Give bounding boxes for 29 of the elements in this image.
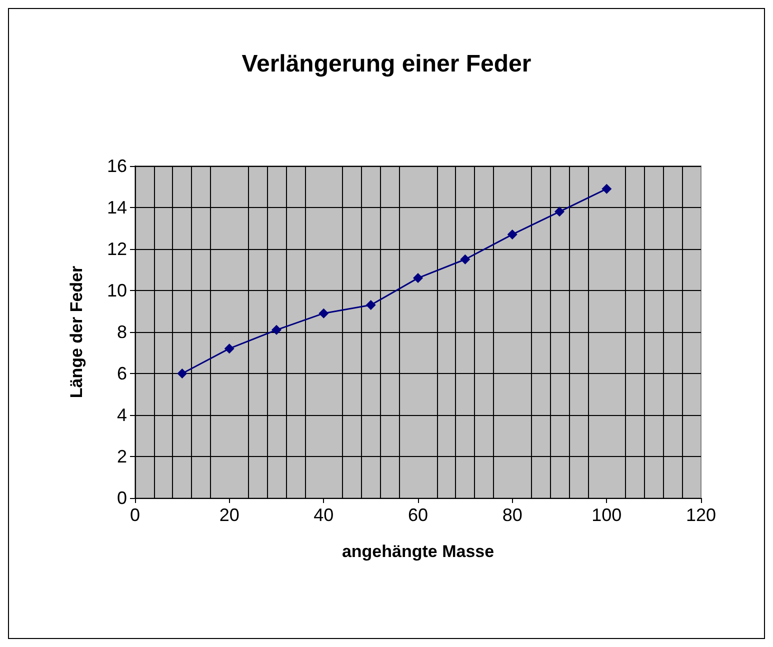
- point: [460, 254, 470, 264]
- y-tick-label: 12: [106, 239, 127, 259]
- point: [413, 273, 423, 284]
- point: [366, 300, 376, 310]
- x-tick-label: 100: [592, 505, 622, 525]
- point: [224, 344, 234, 354]
- y-tick-label: 4: [116, 405, 127, 425]
- y-tick-label: 14: [106, 198, 127, 218]
- y-tick-label: 6: [116, 364, 127, 384]
- x-tick-label: 120: [686, 505, 716, 525]
- y-tick-label: 2: [116, 446, 127, 466]
- y-tick-label: 10: [106, 280, 127, 300]
- x-axis-title: angehängte Masse: [342, 542, 494, 561]
- point: [507, 229, 518, 240]
- point: [272, 324, 282, 335]
- point: [318, 308, 329, 318]
- point: [602, 184, 612, 194]
- point: [554, 206, 564, 217]
- x-tick-label: 20: [219, 505, 240, 525]
- chart-title: Verlängerung einer Feder: [242, 50, 532, 78]
- x-tick-label: 0: [130, 505, 140, 525]
- x-tick-label: 60: [408, 505, 428, 525]
- x-tick-label: 80: [502, 505, 522, 525]
- y-tick-label: 16: [106, 156, 127, 176]
- point: [177, 368, 188, 378]
- y-axis-title: Länge der Feder: [67, 265, 86, 398]
- y-tick-label: 0: [116, 488, 127, 508]
- y-tick-label: 8: [116, 322, 127, 342]
- x-tick-label: 40: [314, 505, 334, 525]
